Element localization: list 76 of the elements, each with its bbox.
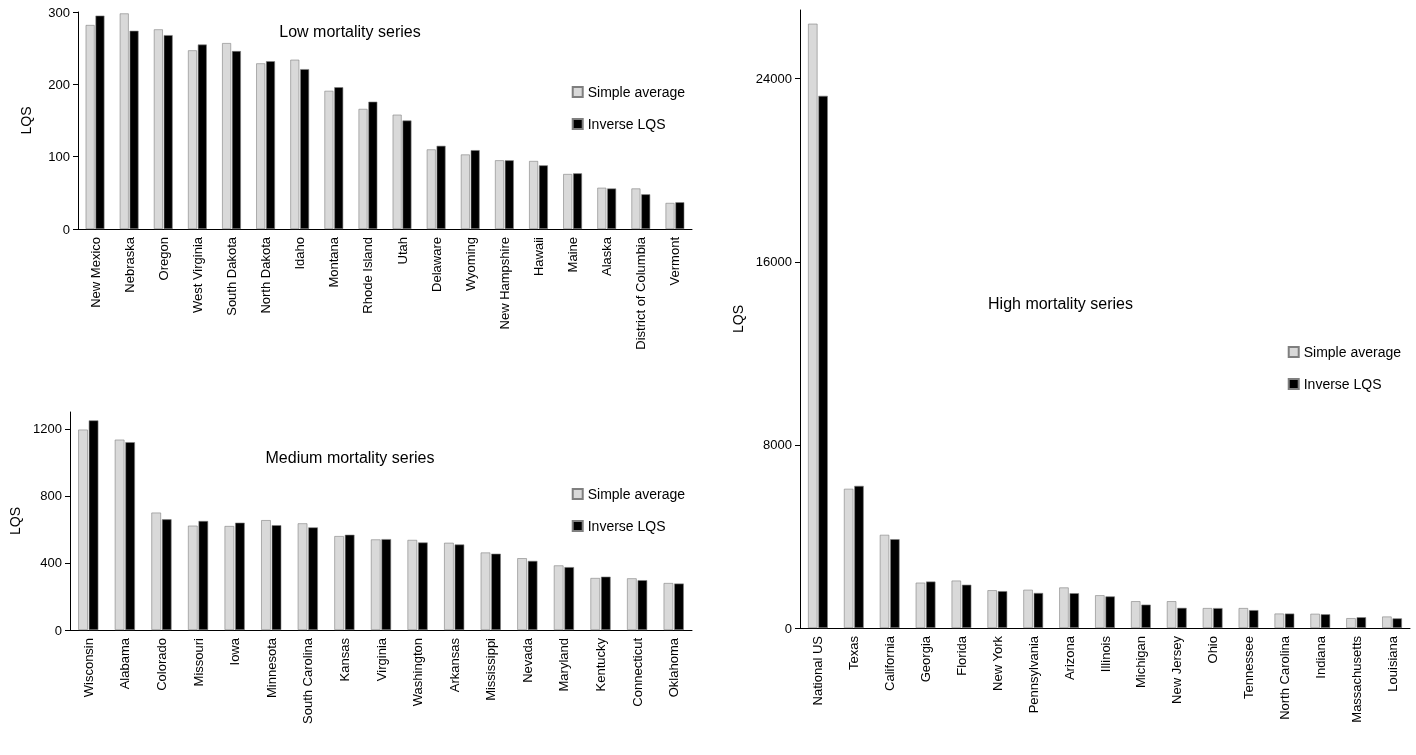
x-tick-label: Ohio xyxy=(1205,636,1221,664)
y-tick-label: 0 xyxy=(62,221,70,237)
x-tick-label: Nevada xyxy=(519,637,535,683)
x-tick-label: Maine xyxy=(565,237,581,273)
x-tick-label: Massachusetts xyxy=(1348,635,1364,723)
x-tick-label: Alabama xyxy=(117,637,133,690)
text: High mortality series xyxy=(988,294,1133,312)
x-tick-label: New Jersey xyxy=(1169,635,1185,704)
x-tick-label: Kansas xyxy=(336,637,352,682)
legend-label: Simple average xyxy=(1303,344,1402,360)
x-tick-label: Virginia xyxy=(373,637,389,682)
x-tick-label: District of Columbia xyxy=(633,236,649,350)
y-tick-label: 800 xyxy=(40,488,62,504)
y-tick-label: 24000 xyxy=(755,71,792,87)
x-tick-label: Illinois xyxy=(1097,635,1113,673)
y-tick-label: 400 xyxy=(40,555,62,571)
legend-label: Simple average xyxy=(587,486,686,502)
x-tick-label: Colorado xyxy=(153,638,169,691)
x-tick-label: Washington xyxy=(410,638,426,707)
x-tick-label: California xyxy=(882,635,898,691)
y-axis-title: LQS xyxy=(7,506,24,536)
y-tick-label: 8000 xyxy=(763,437,792,453)
legend-label: Inverse LQS xyxy=(587,116,666,132)
x-tick-label: National US xyxy=(810,635,826,706)
x-tick-label: North Dakota xyxy=(258,236,274,314)
x-tick-label: Louisiana xyxy=(1384,635,1400,692)
x-tick-label: Kentucky xyxy=(593,637,609,692)
y-tick-label: 16000 xyxy=(755,254,792,270)
x-tick-label: Alaska xyxy=(599,236,615,277)
x-tick-label: Utah xyxy=(394,237,410,265)
x-tick-label: Wisconsin xyxy=(80,638,96,698)
x-tick-label: Minnesota xyxy=(263,637,279,698)
x-tick-label: North Carolina xyxy=(1276,635,1292,720)
x-tick-label: South Carolina xyxy=(300,637,316,724)
y-tick-label: 200 xyxy=(48,76,70,92)
x-tick-label: Arizona xyxy=(1061,635,1077,681)
x-tick-label: Nebraska xyxy=(121,236,137,293)
x-tick-label: Wyoming xyxy=(462,237,478,292)
x-tick-label: Oregon xyxy=(155,237,171,281)
x-tick-label: Indiana xyxy=(1312,635,1328,679)
y-tick-label: 0 xyxy=(784,620,792,636)
y-tick-label: 0 xyxy=(54,622,62,638)
x-tick-label: Rhode Island xyxy=(360,237,376,314)
y-axis-title: LQS xyxy=(18,106,34,135)
legend-label: Inverse LQS xyxy=(587,518,666,534)
x-tick-label: Montana xyxy=(326,236,342,288)
y-tick-label: 1200 xyxy=(33,421,62,437)
x-tick-label: Connecticut xyxy=(629,637,645,707)
x-tick-label: Arkansas xyxy=(446,637,462,693)
x-tick-label: Oklahoma xyxy=(666,637,682,698)
x-tick-label: South Dakota xyxy=(224,236,239,316)
x-tick-label: Delaware xyxy=(428,237,444,292)
x-tick-label: New York xyxy=(989,635,1005,691)
x-tick-label: Tennessee xyxy=(1241,636,1257,699)
x-tick-label: Pennsylvania xyxy=(1025,635,1041,714)
legend-label: Inverse LQS xyxy=(1303,376,1382,392)
x-tick-label: Hawaii xyxy=(531,236,546,277)
x-tick-label: New Hampshire xyxy=(496,237,512,330)
x-tick-label: Missouri xyxy=(190,637,206,687)
x-tick-label: Maryland xyxy=(556,638,572,692)
y-tick-label: 100 xyxy=(48,149,70,165)
x-tick-label: Iowa xyxy=(227,637,243,666)
x-tick-label: Georgia xyxy=(918,635,934,683)
x-tick-label: Mississippi xyxy=(483,637,499,701)
y-tick-label: 300 xyxy=(48,4,70,20)
x-tick-label: West Virginia xyxy=(189,236,205,314)
x-tick-label: Vermont xyxy=(667,236,683,286)
x-tick-label: Texas xyxy=(846,635,862,670)
text: Low mortality series xyxy=(279,22,421,40)
x-tick-label: New Mexico xyxy=(87,237,103,308)
x-tick-label: Michigan xyxy=(1133,636,1149,689)
x-tick-label: Idaho xyxy=(292,237,308,270)
legend-label: Simple average xyxy=(587,84,686,100)
y-axis-title: LQS xyxy=(729,304,746,334)
text: Medium mortality series xyxy=(265,448,435,466)
x-tick-label: Florida xyxy=(953,635,969,676)
